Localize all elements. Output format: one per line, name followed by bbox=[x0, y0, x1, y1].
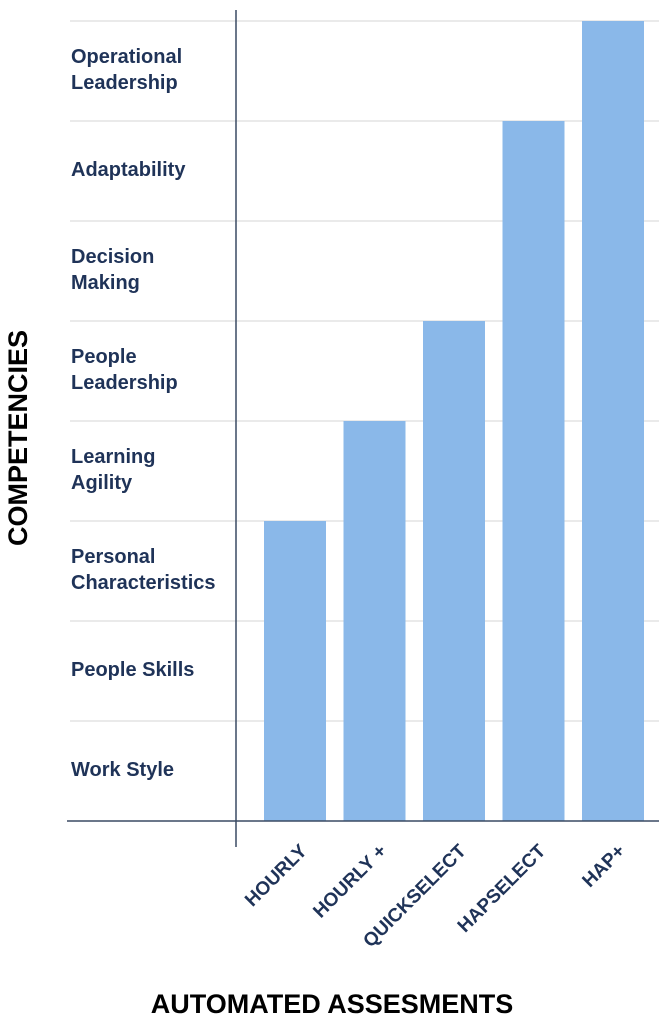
bar-hapselect bbox=[502, 121, 565, 821]
competency-label-people-skills: People Skills bbox=[71, 659, 194, 681]
competency-label-line: Operational bbox=[71, 46, 182, 68]
bar-hap bbox=[582, 21, 644, 821]
bar-hourly bbox=[343, 421, 406, 821]
competency-label-work-style: Work Style bbox=[71, 759, 174, 781]
competency-label-people-leadership: People Leadership bbox=[71, 346, 178, 394]
competency-label-decision-making: Decision Making bbox=[71, 246, 154, 294]
competency-label-line: Personal bbox=[71, 546, 155, 568]
competency-label-adaptability: Adaptability bbox=[71, 159, 186, 181]
bars bbox=[264, 21, 644, 821]
competency-label-line: Making bbox=[71, 272, 140, 294]
competency-label-line: People bbox=[71, 346, 137, 368]
competency-label-operational-leadership: Operational Leadership bbox=[71, 46, 182, 94]
x-tick-hourly: HOURLY + bbox=[309, 841, 391, 923]
x-tick-hap: HAP+ bbox=[579, 841, 630, 892]
competency-label-line: Leadership bbox=[71, 372, 178, 394]
competency-label-line: Leadership bbox=[71, 72, 178, 94]
competency-label-line: Learning bbox=[71, 446, 155, 468]
competency-label-personal-characteristics: Personal Characteristics bbox=[71, 546, 216, 594]
bar-hourly bbox=[264, 521, 326, 821]
competency-label-learning-agility: Learning Agility bbox=[71, 446, 155, 494]
competency-label-line: People Skills bbox=[71, 659, 194, 681]
competency-label-line: Adaptability bbox=[71, 159, 186, 181]
competency-label-line: Characteristics bbox=[71, 572, 216, 594]
x-tick-hourly: HOURLY bbox=[241, 841, 312, 912]
competency-label-line: Decision bbox=[71, 246, 154, 268]
competency-labels: Work Style People Skills Personal Character… bbox=[71, 46, 216, 781]
competency-label-line: Agility bbox=[71, 472, 133, 494]
competency-label-line: Work Style bbox=[71, 759, 174, 781]
bar-quickselect bbox=[423, 321, 485, 821]
x-axis-title: AUTOMATED ASSESMENTS bbox=[151, 989, 514, 1019]
y-axis-title: COMPETENCIES bbox=[3, 330, 33, 546]
